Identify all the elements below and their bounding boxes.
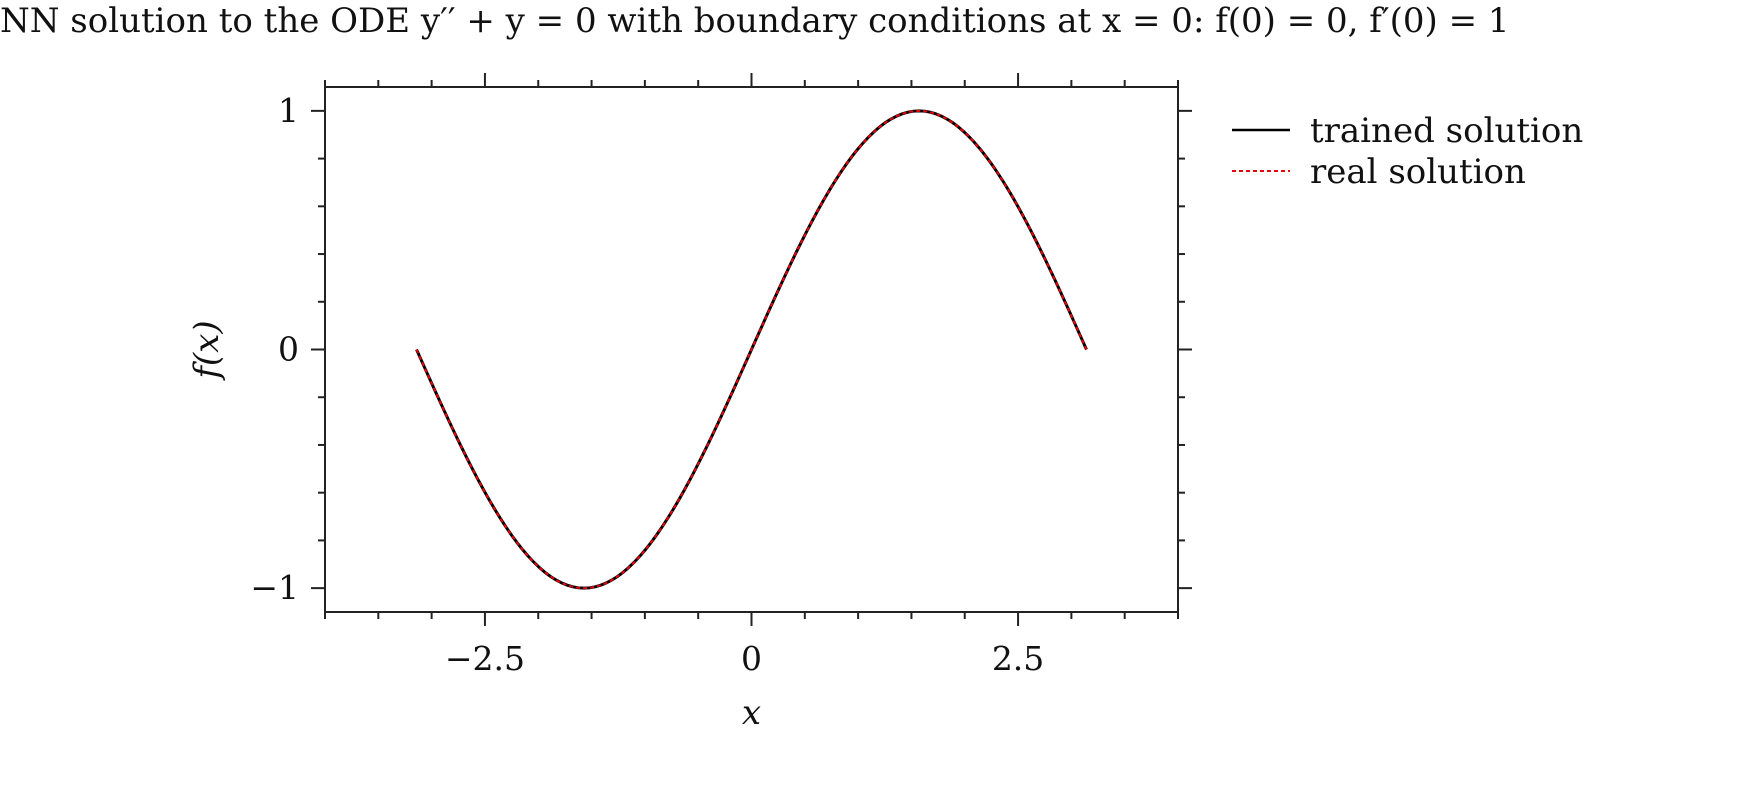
axis-tick-labels: −2.5 0 2.5 −1 0 1 [250, 91, 1044, 678]
y-tick-label: −1 [250, 568, 299, 607]
legend-label: real solution [1310, 152, 1526, 192]
chart-title: NN solution to the ODE y′′ + y = 0 with … [0, 1, 1510, 41]
x-tick-label: −2.5 [445, 639, 525, 678]
legend-label: trained solution [1310, 111, 1583, 151]
y-tick-label: 1 [278, 91, 299, 130]
y-tick-label: 0 [278, 330, 299, 369]
x-tick-label: 2.5 [992, 639, 1044, 678]
plot-area: −2.5 0 2.5 −1 0 1 [250, 73, 1192, 678]
x-axis-label: x [742, 693, 761, 733]
series-line-2 [415, 109, 1088, 590]
axis-ticks [311, 73, 1192, 626]
y-axis-label: f(x) [187, 320, 227, 381]
series-lines [415, 109, 1088, 590]
x-tick-label: 0 [741, 639, 762, 678]
